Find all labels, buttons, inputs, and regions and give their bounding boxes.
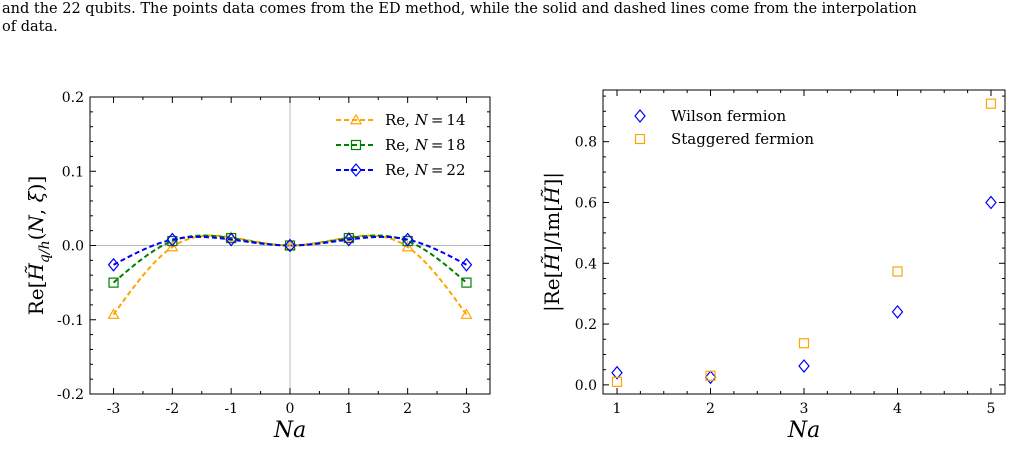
left-x-tick-label: 3 [462,401,471,417]
left-data-point [343,232,355,247]
left-y-tick-label: 0.2 [62,90,84,106]
left-data-point [108,277,119,288]
left-y-tick-label: -0.1 [57,313,84,329]
right-x-tick-label: 3 [800,401,809,417]
right-ticks: 1 2 3 4 5 0.0 0.2 0.4 0.6 0.8 [575,90,1005,417]
right-data-point [892,266,903,277]
legend-marker [634,133,646,145]
left-data-point [460,257,473,272]
right-data-point [705,370,716,381]
right-x-tick-label: 1 [613,401,622,417]
right-y-tick-label: 0.8 [575,135,597,151]
left-data-point [283,239,297,250]
left-x-tick-label: -2 [166,401,180,417]
right-data-point [985,195,997,210]
left-x-tick-label: 1 [344,401,353,417]
left-series-curve [113,235,467,266]
right-legend: Wilson fermion Staggered fermion [634,107,814,148]
right-chart: 1 2 3 4 5 0.0 0.2 0.4 0.6 0.8 Wilson fermion Stagg… [540,89,1006,443]
left-x-tick-label: 2 [403,401,412,417]
left-data-point [401,240,414,252]
right-y-tick-label: 0.0 [575,378,597,394]
left-x-axis-label: Na [273,418,306,443]
right-x-axis-label: Na [787,418,820,443]
legend-label: Re, N = 14 [385,111,466,129]
right-data-point [611,376,623,387]
legend-label: Re, N = 18 [385,136,466,154]
right-data-point [891,304,904,319]
right-y-tick-label: 0.6 [575,195,597,211]
right-y-tick-label: 0.2 [575,317,597,333]
right-data-point [704,370,717,385]
right-y-axis-label: |Re[H̃]/Im[H̃]| [540,172,565,312]
left-y-tick-label: -0.2 [57,387,84,403]
left-data-point [284,238,296,253]
left-ticks: -3 -2 -1 0 1 2 3 0.2 0.1 0.0 -0.1 -0.2 [57,90,490,417]
left-y-tick-label: 0.1 [62,164,84,180]
right-data-point [611,365,623,380]
right-data-point [798,338,810,349]
caption-line-1: and the 22 qubits. The points data comes… [2,1,917,17]
right-x-tick-label: 5 [987,401,996,417]
legend-label: Re, N = 22 [385,161,466,179]
left-markers [107,231,473,319]
legend-marker [349,113,363,125]
figure-caption: and the 22 qubits. The points data comes… [2,0,1022,36]
left-series-curve [112,234,468,316]
left-data-point [401,232,414,247]
right-x-tick-label: 2 [706,401,715,417]
caption-line-2: of data. [2,19,58,35]
left-chart: -3 -2 -1 0 1 2 30.20.10.0-0.1-0.2 Re, N = 14Re… [24,90,491,443]
right-markers [611,98,997,387]
left-y-tick-label: 0.0 [62,239,84,255]
left-x-tick-label: 0 [286,401,295,417]
right-y-tick-label: 0.4 [575,256,597,272]
legend-label: Wilson fermion [671,107,787,125]
left-data-point [461,277,472,288]
right-data-point [798,359,810,373]
legend-marker [634,109,646,123]
left-x-tick-label: -3 [107,401,121,417]
left-x-tick-label: -1 [224,401,238,417]
legend-label: Staggered fermion [671,130,814,148]
left-y-axis-label: Re[H̃q/h(N, ξ)] [24,176,53,316]
legend-marker [350,163,362,177]
right-x-tick-label: 4 [893,401,902,417]
left-data-point [460,308,473,319]
left-legend: Re, N = 14 Re, N = 18 Re, N = 22 [336,111,466,179]
left-data-point [225,232,237,247]
left-data-point [166,232,179,247]
left-data-point [107,308,120,319]
right-data-point [985,98,997,109]
legend-marker [350,139,362,151]
left-data-point [166,240,179,252]
left-data-point [107,257,120,272]
